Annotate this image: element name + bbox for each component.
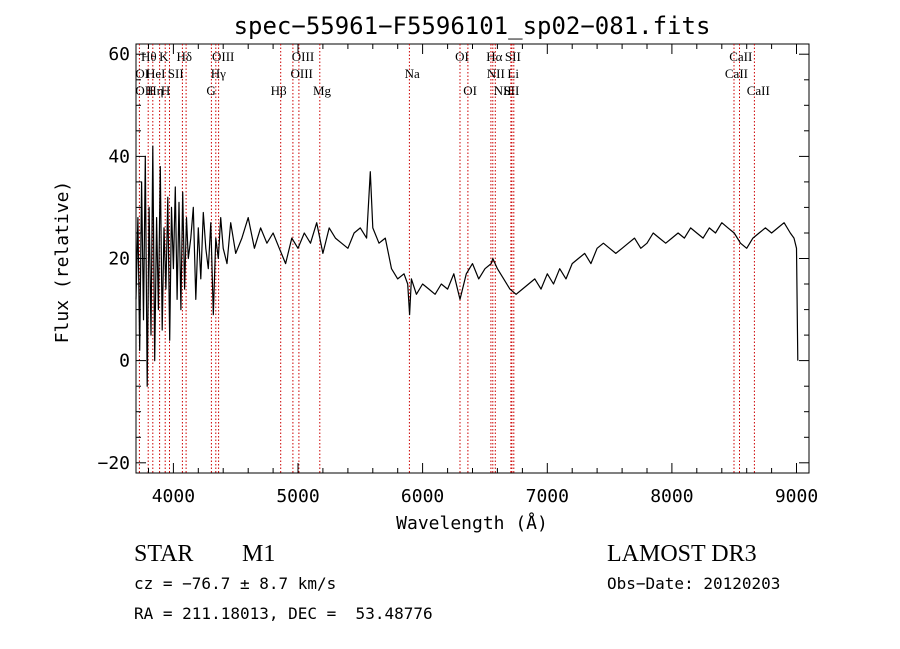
y-axis: −20 0 20 40 60 <box>97 44 809 474</box>
survey-name: LAMOST DR3 <box>607 541 757 567</box>
line-label-6: Hα <box>486 49 502 64</box>
line-label-2: Hδ <box>177 49 193 64</box>
line-label-11: SII <box>168 66 184 81</box>
line-label-23: Mg <box>313 83 332 98</box>
coordinates: RA = 211.18013, DEC = 53.48776 <box>134 604 433 623</box>
line-label-5: OI <box>455 49 469 64</box>
y-tick-label-60: 60 <box>108 44 130 65</box>
redshift-cz: cz = −76.7 ± 8.7 km/s <box>134 574 337 593</box>
y-tick-label-40: 40 <box>108 146 130 167</box>
spectrum-line <box>135 145 799 387</box>
x-tick-label-7000: 7000 <box>526 486 569 507</box>
x-tick-label-5000: 5000 <box>276 486 319 507</box>
object-subclass: M1 <box>242 541 276 567</box>
line-label-26: SII <box>503 83 519 98</box>
line-label-18: OII <box>135 83 153 98</box>
line-label-19: Hη <box>147 83 163 98</box>
line-label-24: OI <box>463 83 477 98</box>
y-tick-label--20: −20 <box>97 453 130 474</box>
spectral-line-markers <box>138 44 755 473</box>
plot-frame <box>135 43 810 474</box>
line-label-21: G <box>206 83 215 98</box>
line-label-0: Hθ <box>141 49 157 64</box>
line-label-25: NII <box>494 83 512 98</box>
x-axis-label: Wavelength (Å) <box>396 512 548 534</box>
y-tick-label-20: 20 <box>108 249 130 270</box>
x-tick-label-9000: 9000 <box>775 486 818 507</box>
x-axis: 4000 5000 6000 7000 8000 9000 <box>148 44 818 507</box>
line-label-1: K <box>159 49 169 64</box>
line-label-22: Hβ <box>271 83 287 98</box>
line-label-4: OIII <box>292 49 314 64</box>
y-tick-label-0: 0 <box>119 351 130 372</box>
x-tick-label-6000: 6000 <box>401 486 444 507</box>
line-label-10: HeI <box>146 66 166 81</box>
object-class: STAR <box>134 541 194 567</box>
line-label-15: NII <box>487 66 505 81</box>
line-label-12: Hγ <box>211 66 226 81</box>
line-label-16: Li <box>507 66 519 81</box>
x-tick-label-4000: 4000 <box>152 486 195 507</box>
line-label-14: Na <box>405 66 420 81</box>
line-label-9: OI <box>135 66 149 81</box>
y-axis-label: Flux (relative) <box>52 181 73 344</box>
line-label-8: CaII <box>729 49 752 64</box>
line-label-3: OIII <box>212 49 234 64</box>
line-label-7: SII <box>505 49 521 64</box>
observation-date: Obs−Date: 20120203 <box>607 574 781 593</box>
spectrum-series <box>135 145 799 387</box>
line-label-20: H <box>161 83 170 98</box>
line-label-13: OIII <box>291 66 313 81</box>
line-label-17: CaII <box>725 66 748 81</box>
chart-title: spec−55961−F5596101_sp02−081.fits <box>234 12 711 40</box>
line-label-27: CaII <box>747 83 770 98</box>
x-tick-label-8000: 8000 <box>650 486 693 507</box>
